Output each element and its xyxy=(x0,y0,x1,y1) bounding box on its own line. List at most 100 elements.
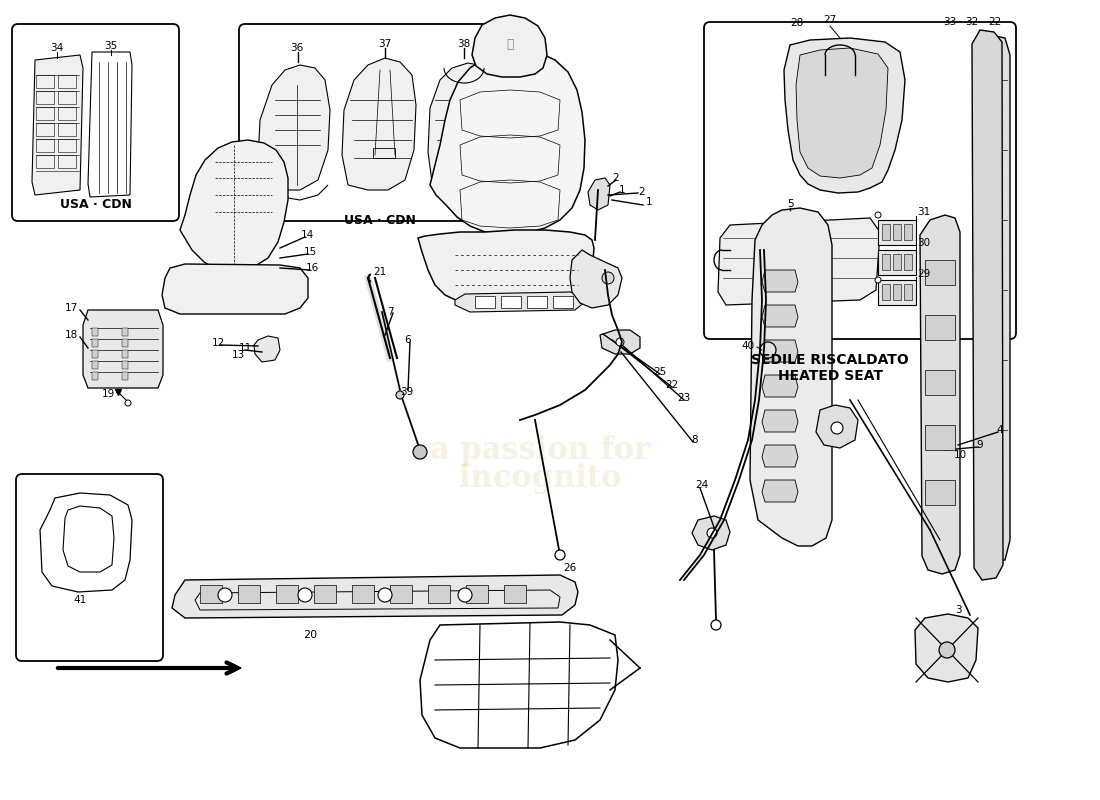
Text: 41: 41 xyxy=(74,595,87,605)
Polygon shape xyxy=(418,230,594,308)
Bar xyxy=(352,585,374,603)
Polygon shape xyxy=(570,250,622,308)
Circle shape xyxy=(874,277,881,283)
Polygon shape xyxy=(88,52,132,197)
Circle shape xyxy=(412,445,427,459)
FancyBboxPatch shape xyxy=(12,24,179,221)
Bar xyxy=(200,585,222,603)
Circle shape xyxy=(616,338,624,346)
Text: 38: 38 xyxy=(458,39,471,49)
Text: 40: 40 xyxy=(741,341,755,351)
Circle shape xyxy=(760,342,775,358)
Text: 20: 20 xyxy=(302,630,317,640)
Polygon shape xyxy=(82,310,163,388)
Polygon shape xyxy=(784,38,905,193)
Bar xyxy=(122,372,128,380)
Polygon shape xyxy=(588,178,610,210)
Circle shape xyxy=(939,642,955,658)
Polygon shape xyxy=(762,340,798,362)
Bar xyxy=(122,361,128,369)
Bar xyxy=(92,339,98,347)
Bar xyxy=(238,585,260,603)
Text: USA · CDN: USA · CDN xyxy=(344,214,416,226)
Text: 36: 36 xyxy=(290,43,304,53)
Bar xyxy=(58,155,76,168)
Bar xyxy=(893,254,901,270)
Text: 33: 33 xyxy=(944,17,957,27)
Polygon shape xyxy=(762,375,798,397)
Polygon shape xyxy=(258,65,330,190)
Bar xyxy=(92,350,98,358)
Text: 14: 14 xyxy=(300,230,313,240)
Bar xyxy=(58,123,76,136)
Text: 5: 5 xyxy=(786,199,793,209)
Polygon shape xyxy=(980,35,1010,562)
Text: 𝔉: 𝔉 xyxy=(506,38,514,51)
FancyBboxPatch shape xyxy=(16,474,163,661)
Bar xyxy=(36,91,54,104)
Bar xyxy=(36,123,54,136)
Bar xyxy=(878,250,916,275)
Polygon shape xyxy=(600,330,640,354)
Text: 16: 16 xyxy=(306,263,319,273)
Bar xyxy=(882,224,890,240)
Text: 19: 19 xyxy=(101,389,114,399)
Bar xyxy=(882,254,890,270)
Text: 18: 18 xyxy=(65,330,78,340)
Circle shape xyxy=(218,588,232,602)
Text: 22: 22 xyxy=(989,17,1002,27)
Bar xyxy=(878,280,916,305)
Text: HEATED SEAT: HEATED SEAT xyxy=(778,369,882,383)
Text: USA · CDN: USA · CDN xyxy=(60,198,132,210)
Bar xyxy=(925,315,955,340)
Text: 15: 15 xyxy=(304,247,317,257)
Bar xyxy=(58,91,76,104)
Polygon shape xyxy=(816,405,858,448)
Polygon shape xyxy=(972,30,1003,580)
Text: 35: 35 xyxy=(104,41,118,51)
Circle shape xyxy=(830,422,843,434)
Bar xyxy=(390,585,412,603)
Circle shape xyxy=(556,550,565,560)
Polygon shape xyxy=(455,292,585,312)
Text: 37: 37 xyxy=(378,39,392,49)
Bar xyxy=(527,296,547,308)
Text: 1: 1 xyxy=(618,185,625,195)
Bar xyxy=(276,585,298,603)
Bar xyxy=(504,585,526,603)
Bar xyxy=(893,224,901,240)
Circle shape xyxy=(125,400,131,406)
Text: 1: 1 xyxy=(646,197,652,207)
Bar xyxy=(878,220,916,245)
Bar xyxy=(373,148,395,158)
Polygon shape xyxy=(750,208,832,546)
Circle shape xyxy=(298,588,312,602)
Text: 2: 2 xyxy=(638,187,645,197)
Bar xyxy=(904,254,912,270)
Polygon shape xyxy=(428,63,498,186)
Polygon shape xyxy=(342,58,416,190)
Bar xyxy=(58,107,76,120)
Polygon shape xyxy=(915,614,978,682)
Bar xyxy=(92,361,98,369)
Polygon shape xyxy=(796,48,888,178)
Text: 27: 27 xyxy=(824,15,837,25)
Text: 12: 12 xyxy=(211,338,224,348)
Bar xyxy=(58,75,76,88)
Text: 8: 8 xyxy=(692,435,698,445)
Text: 32: 32 xyxy=(966,17,979,27)
Text: 31: 31 xyxy=(917,207,931,217)
Bar xyxy=(36,139,54,152)
Bar xyxy=(36,155,54,168)
Text: 9: 9 xyxy=(977,440,983,450)
Polygon shape xyxy=(762,410,798,432)
Bar xyxy=(904,224,912,240)
Bar xyxy=(904,284,912,300)
Bar xyxy=(925,425,955,450)
Polygon shape xyxy=(762,445,798,467)
Bar xyxy=(92,372,98,380)
Polygon shape xyxy=(32,55,82,195)
Polygon shape xyxy=(254,336,280,362)
Polygon shape xyxy=(180,140,288,272)
Bar xyxy=(122,328,128,336)
